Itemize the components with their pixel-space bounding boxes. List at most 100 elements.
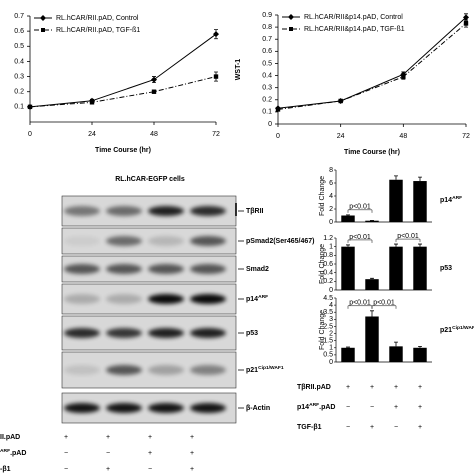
treatment-sign: +	[148, 450, 152, 457]
band-label: TβRII	[246, 208, 264, 215]
row-label-part: TGF-β1	[297, 424, 322, 431]
y-tick-label: 0.3	[262, 85, 272, 92]
treatment-sign: −	[106, 450, 110, 457]
y-tick-label: 0.6	[262, 48, 272, 55]
bar	[413, 181, 427, 222]
x-tick-label: 72	[462, 133, 470, 140]
row-label-part: .pAD	[319, 404, 335, 411]
blot-band	[148, 206, 184, 216]
blot-band	[106, 403, 142, 413]
error-bar	[346, 244, 350, 247]
y-tick-label: 3.5	[323, 309, 333, 316]
y-tick-label: 0.9	[262, 12, 272, 19]
y-tick-label: 4	[329, 193, 333, 200]
y-tick-label: 0.5	[14, 43, 24, 50]
y-tick-label: 0.5	[323, 352, 333, 359]
bar	[341, 246, 355, 290]
point	[213, 31, 219, 38]
blot-band	[106, 328, 142, 338]
bar	[341, 215, 355, 222]
treatment-sign: +	[418, 384, 422, 391]
y-tick-label: 0.1	[14, 104, 24, 111]
panel-label-part: Cip1/WAF1	[452, 325, 474, 331]
x-tick-label: 72	[212, 131, 220, 138]
row-label: TGF-β1	[297, 424, 322, 431]
legend-label: RL.hCAR/RII&p14.pAD, Control	[304, 14, 403, 21]
error-bar	[394, 341, 398, 347]
treatment-sign: +	[394, 384, 398, 391]
blot-band	[64, 403, 100, 413]
y-tick-label: 0.5	[262, 60, 272, 67]
band-label: p14ARF	[246, 294, 268, 303]
blot-band	[190, 294, 226, 304]
legend-label: RL.hCAR/RII.pAD, Control	[56, 15, 139, 22]
y-tick-label: 0.4	[14, 58, 24, 65]
legend-label: RL.hCAR/RII&p14.pAD, TGF-ß1	[304, 26, 405, 33]
bar	[389, 346, 403, 362]
row-label-part: ARF	[0, 448, 10, 454]
blot-band	[148, 365, 184, 375]
blot-band	[190, 236, 226, 246]
blot-band	[190, 365, 226, 375]
y-tick-label: 0.6	[323, 261, 333, 268]
x-tick-label: 48	[150, 131, 158, 138]
band-label: p21Cip1/WAF1	[246, 365, 284, 374]
row-label-part: TβRII.pAD	[297, 384, 331, 391]
treatment-sign: +	[148, 434, 152, 441]
point	[463, 21, 469, 26]
error-bar	[394, 175, 398, 180]
error-bar	[394, 243, 398, 247]
y-axis-title: WST-1	[235, 59, 242, 80]
band-label-part: Cip1/WAF1	[258, 365, 284, 371]
treatment-sign: −	[346, 404, 350, 411]
series-line	[277, 23, 467, 110]
significance-label: p<0.01	[373, 300, 395, 307]
blot-band	[106, 264, 142, 274]
blot-band	[148, 294, 184, 304]
point	[275, 107, 281, 112]
treatment-sign: +	[106, 466, 110, 473]
significance-label: p<0.01	[349, 204, 371, 211]
row-label-part: -β1	[0, 466, 11, 473]
y-tick-label: 1	[329, 345, 333, 352]
y-tick-label: 0.2	[262, 97, 272, 104]
row-label-part: .pAD	[10, 450, 26, 457]
y-tick-label: 1.5	[323, 338, 333, 345]
band-label-part: Smad2	[246, 266, 269, 273]
treatment-sign: +	[106, 434, 110, 441]
blot-band	[106, 236, 142, 246]
x-axis-title: Time Course (hr)	[95, 147, 151, 154]
treatment-sign: +	[418, 424, 422, 431]
significance-bracket	[347, 239, 373, 243]
row-label: p14ARF.pAD	[297, 402, 335, 411]
x-tick-label: 24	[337, 133, 345, 140]
blot-band	[190, 403, 226, 413]
blot-band	[64, 206, 100, 216]
panel-label: p21Cip1/WAF1	[440, 325, 474, 334]
x-tick-label: 0	[28, 131, 32, 138]
blot-band	[64, 294, 100, 304]
blot-band	[190, 206, 226, 216]
band-label-part: TβRII	[246, 208, 264, 215]
bar	[365, 279, 379, 290]
significance-label: p<0.01	[349, 234, 371, 241]
significance-bracket	[347, 209, 373, 213]
point	[27, 104, 33, 110]
blot-band	[148, 264, 184, 274]
row-label: TβRII.pAD	[297, 384, 331, 391]
blot-band	[64, 236, 100, 246]
panel-label-part: ARF	[452, 195, 462, 201]
band-label: p53	[246, 330, 258, 337]
row-label-part: II.pAD	[0, 434, 20, 441]
blot-band	[148, 403, 184, 413]
y-axis-title: Fold Change	[319, 176, 326, 216]
y-tick-label: 6	[329, 180, 333, 187]
legend-marker	[41, 28, 45, 32]
treatment-sign: −	[394, 424, 398, 431]
y-tick-label: 4.5	[323, 295, 333, 302]
point	[338, 98, 343, 104]
y-axis-title: Fold Change	[319, 310, 326, 350]
band-label-part: p53	[246, 330, 258, 337]
error-bar	[418, 243, 422, 247]
y-tick-label: 0.4	[262, 72, 272, 79]
